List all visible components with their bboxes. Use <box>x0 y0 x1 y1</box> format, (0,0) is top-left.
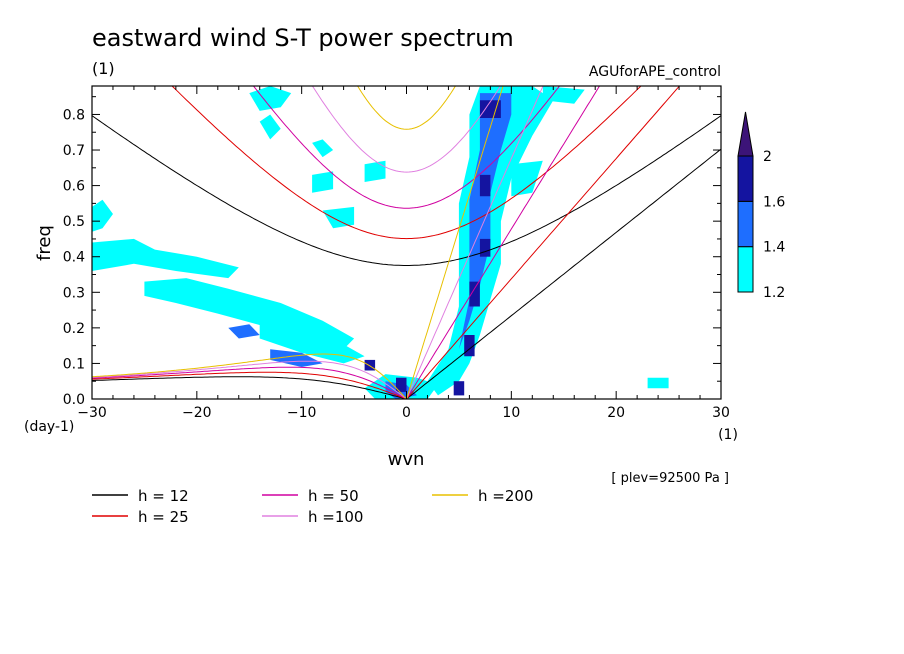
y-tick-label: 0.3 <box>63 285 85 301</box>
spectral-region-5 <box>259 114 281 140</box>
y-axis-label: freq <box>34 225 55 261</box>
dispersion-curve-h200-kelvin <box>406 86 504 399</box>
spectral-region-7 <box>312 171 334 193</box>
spectral-region-1 <box>92 238 239 279</box>
legend-label: h =200 <box>478 487 533 505</box>
y-tick-label: 0.8 <box>63 107 85 123</box>
spectral-region-23 <box>479 238 491 257</box>
dispersion-curve-h12-kelvin <box>406 148 721 399</box>
chart-title: eastward wind S-T power spectrum <box>92 24 514 52</box>
y-tick-label: 0.7 <box>63 143 85 159</box>
x-tick-label: −10 <box>287 405 317 421</box>
spectral-region-19 <box>364 359 376 371</box>
chart-subtitle-unit: (1) <box>92 59 115 78</box>
y-tick-label: 0.2 <box>63 321 85 337</box>
spectral-region-26 <box>453 381 465 396</box>
x-axis: −30 −20 −10 0 10 20 30 <box>77 86 730 421</box>
dispersion-curve-h12-gravity <box>92 115 721 266</box>
dispersion-curve-h25-rossby <box>92 371 407 399</box>
spectral-region-14 <box>647 377 669 389</box>
spectral-region-13 <box>542 86 585 104</box>
x-tick-label: −30 <box>77 405 107 421</box>
dispersion-curve-h50-kelvin <box>406 86 601 399</box>
spectral-region-16 <box>228 324 260 339</box>
spectral-region-0 <box>92 199 113 232</box>
colorbar: 1.2 1.4 1.6 2 <box>737 111 785 301</box>
x-tick-label: 10 <box>502 405 520 421</box>
x-axis-label: wvn <box>388 449 425 470</box>
colorbar-swatch <box>737 246 754 293</box>
spectral-region-3 <box>259 320 365 364</box>
dispersion-curve-h25-kelvin <box>406 86 681 399</box>
y-tick-label: 0.0 <box>63 392 85 408</box>
y-tick-label: 0.5 <box>63 214 85 230</box>
spectral-region-6 <box>312 139 334 158</box>
y-tick-label: 0.1 <box>63 356 85 372</box>
pressure-level-annotation: [ plev=92500 Pa ] <box>611 471 729 486</box>
dispersion-curve-h25-gravity <box>171 86 642 240</box>
dispersion-curve-h12-rossby <box>92 376 407 399</box>
dispersion-curve-h50-rossby <box>92 366 407 399</box>
spectral-region-8 <box>322 206 355 229</box>
y-tick-label: 0.4 <box>63 250 85 266</box>
colorbar-level-label: 1.2 <box>763 285 785 301</box>
spectral-region-21 <box>479 100 501 118</box>
colorbar-swatch <box>737 155 754 202</box>
colorbar-level-label: 1.6 <box>763 194 785 210</box>
spectral-region-24 <box>469 281 480 307</box>
y-tick-label: 0.6 <box>63 179 85 195</box>
dispersion-curve-h200-rossby <box>92 353 407 399</box>
colorbar-swatch <box>737 200 754 248</box>
legend-label: h =100 <box>308 508 363 526</box>
legend-label: h = 12 <box>138 487 189 505</box>
y-axis: 0.0 0.1 0.2 0.3 0.4 0.5 0.6 0.7 0.8 <box>63 96 721 408</box>
dispersion-curve-h50-gravity <box>252 86 561 209</box>
x-tick-label: −20 <box>182 405 212 421</box>
plot-area <box>91 85 722 400</box>
curve-legend: h = 12 h = 25 h = 50 h =100 h =200 <box>92 487 533 526</box>
colorbar-overflow-arrow <box>737 111 754 157</box>
legend-label: h = 50 <box>308 487 359 505</box>
spectral-region-12 <box>511 160 543 197</box>
legend-label: h = 25 <box>138 508 189 526</box>
dispersion-curve-h100-rossby <box>92 360 407 399</box>
dispersion-curve-h200-gravity <box>357 86 456 130</box>
x-axis-unit: (1) <box>718 427 738 443</box>
dispersion-curve-h100-gravity <box>311 86 502 173</box>
spectral-region-9 <box>364 160 386 182</box>
spectral-region-4 <box>249 86 292 111</box>
y-axis-unit: (day-1) <box>24 419 74 435</box>
chart-subtitle-run: AGUforAPE_control <box>589 64 721 80</box>
x-tick-label: 20 <box>607 405 625 421</box>
spectral-region-20 <box>396 377 407 392</box>
x-tick-label: 30 <box>712 405 730 421</box>
spectral-region-22 <box>479 174 491 197</box>
colorbar-level-label: 1.4 <box>763 240 785 256</box>
x-tick-label: 0 <box>402 405 411 421</box>
dispersion-curve-h100-kelvin <box>406 86 544 399</box>
colorbar-level-label: 2 <box>763 149 772 165</box>
plot-frame <box>91 85 722 400</box>
